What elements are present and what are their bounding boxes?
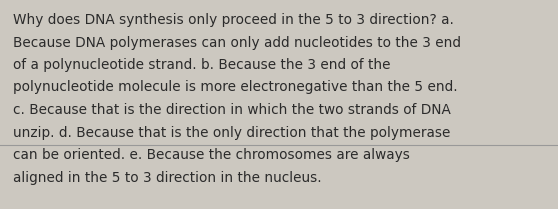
Text: unzip. d. Because that is the only direction that the polymerase: unzip. d. Because that is the only direc…: [13, 125, 450, 139]
Text: polynucleotide molecule is more electronegative than the 5 end.: polynucleotide molecule is more electron…: [13, 80, 458, 94]
Text: c. Because that is the direction in which the two strands of DNA: c. Because that is the direction in whic…: [13, 103, 451, 117]
Text: can be oriented. e. Because the chromosomes are always: can be oriented. e. Because the chromoso…: [13, 148, 410, 162]
Text: aligned in the 5 to 3 direction in the nucleus.: aligned in the 5 to 3 direction in the n…: [13, 171, 321, 185]
Text: Why does DNA synthesis only proceed in the 5 to 3 direction? a.: Why does DNA synthesis only proceed in t…: [13, 13, 454, 27]
Text: Because DNA polymerases can only add nucleotides to the 3 end: Because DNA polymerases can only add nuc…: [13, 36, 461, 50]
Text: of a polynucleotide strand. b. Because the 3 end of the: of a polynucleotide strand. b. Because t…: [13, 58, 391, 72]
